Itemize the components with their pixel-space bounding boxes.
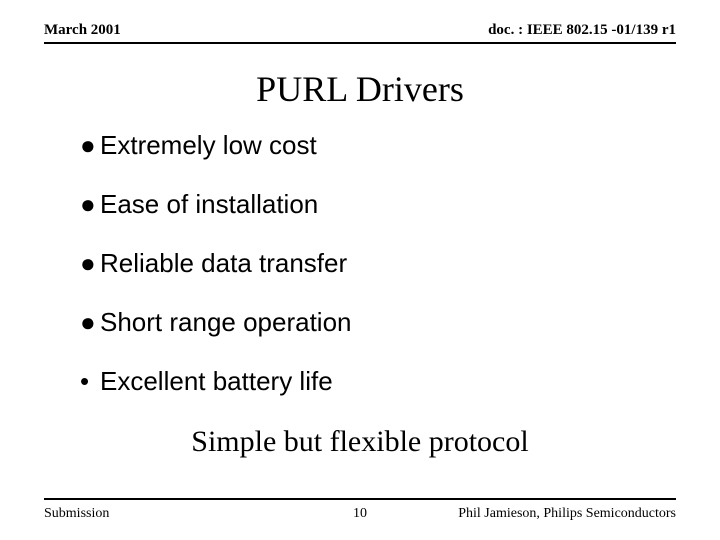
header-rule	[44, 42, 676, 44]
bullet-text: Reliable data transfer	[100, 248, 347, 279]
bullet-text: Short range operation	[100, 307, 352, 338]
bullet-icon: ●	[80, 307, 100, 338]
list-item: ● Reliable data transfer	[80, 248, 660, 279]
list-item: • Excellent battery life	[80, 366, 660, 397]
list-item: ● Short range operation	[80, 307, 660, 338]
bullet-text: Ease of installation	[100, 189, 318, 220]
slide: March 2001 doc. : IEEE 802.15 -01/139 r1…	[0, 0, 720, 540]
bullet-text: Excellent battery life	[100, 366, 333, 397]
slide-subtitle: Simple but flexible protocol	[0, 425, 720, 459]
bullet-list: ● Extremely low cost ● Ease of installat…	[80, 130, 660, 425]
bullet-icon: ●	[80, 130, 100, 161]
header-date: March 2001	[44, 22, 121, 39]
list-item: ● Extremely low cost	[80, 130, 660, 161]
bullet-icon: ●	[80, 189, 100, 220]
slide-title: PURL Drivers	[0, 68, 720, 110]
list-item: ● Ease of installation	[80, 189, 660, 220]
bullet-icon: •	[80, 366, 100, 397]
bullet-text: Extremely low cost	[100, 130, 317, 161]
footer-rule	[44, 498, 676, 500]
header-doc: doc. : IEEE 802.15 -01/139 r1	[488, 22, 676, 39]
header: March 2001 doc. : IEEE 802.15 -01/139 r1	[44, 22, 676, 39]
bullet-icon: ●	[80, 248, 100, 279]
footer-page-number: 10	[0, 506, 720, 522]
